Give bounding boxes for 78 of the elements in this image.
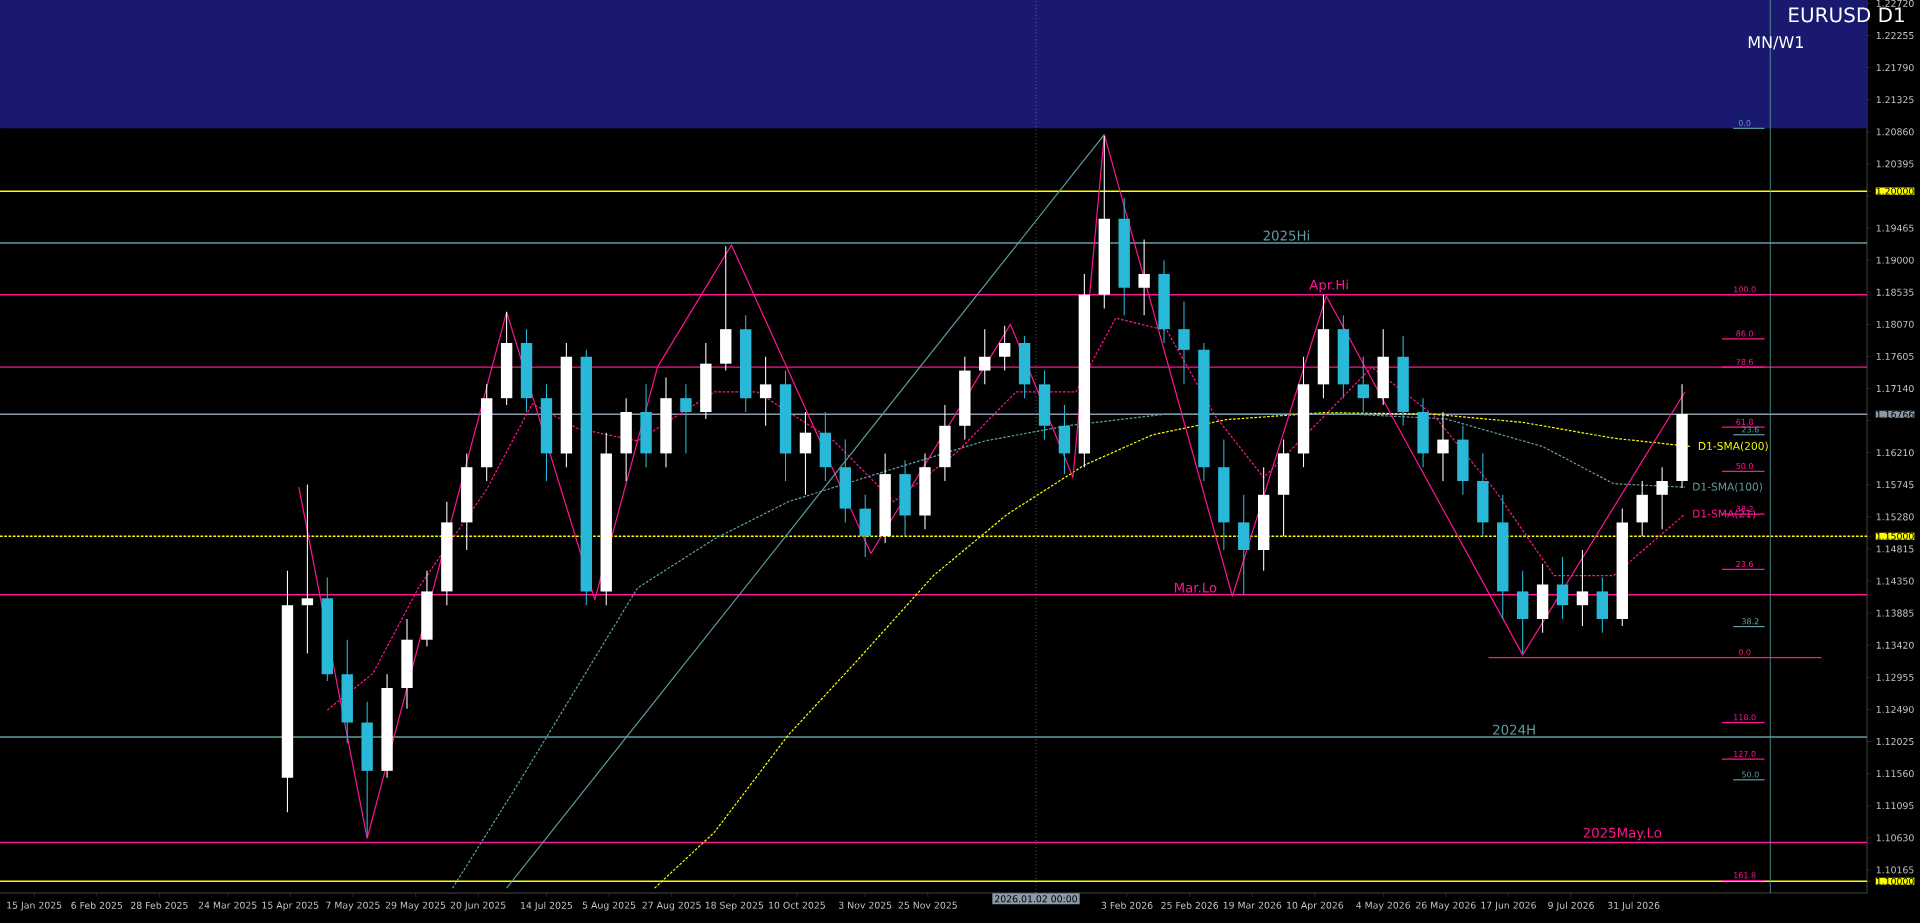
annotation: 0.0 bbox=[1738, 649, 1751, 656]
x-tick-label: 6 Feb 2025 bbox=[71, 901, 123, 909]
y-tick-label: 1.14350 bbox=[1876, 577, 1914, 585]
y-tick-label: 1.16766 bbox=[1876, 410, 1914, 418]
x-tick-label: 25 Nov 2025 bbox=[898, 901, 957, 909]
y-tick-label: 1.14815 bbox=[1876, 545, 1914, 553]
y-tick-label: 1.22720 bbox=[1876, 0, 1914, 7]
annotation: 38.2 bbox=[1742, 618, 1759, 625]
y-tick-label: 1.13420 bbox=[1876, 641, 1914, 649]
x-tick-label: 26 May 2026 bbox=[1416, 901, 1476, 911]
y-tick-label: 1.10165 bbox=[1876, 866, 1914, 874]
annotation: 0.0 bbox=[1738, 120, 1751, 127]
y-tick-label: 1.21790 bbox=[1876, 64, 1914, 72]
chart-title: EURUSD D1 bbox=[1789, 7, 1904, 23]
x-tick-label: 14 Jul 2025 bbox=[521, 901, 573, 911]
annotation: 78.6 bbox=[1736, 358, 1754, 365]
y-tick-label: 1.15745 bbox=[1876, 481, 1914, 489]
y-tick-label: 1.18070 bbox=[1876, 320, 1914, 328]
annotation: 127.0 bbox=[1734, 750, 1756, 757]
y-tick-label: 1.12490 bbox=[1876, 705, 1914, 713]
annotation: 50.0 bbox=[1742, 771, 1759, 778]
x-tick-label: 3 Feb 2026 bbox=[1101, 901, 1153, 909]
y-tick-label: 1.16210 bbox=[1876, 449, 1914, 457]
x-tick-label: 17 Jun 2026 bbox=[1481, 901, 1536, 911]
x-tick-label: 4 May 2026 bbox=[1356, 901, 1411, 911]
y-tick-label: 1.15280 bbox=[1876, 513, 1914, 521]
series-label: D1-SMA(100) bbox=[1693, 482, 1763, 492]
y-tick-label: 1.10000 bbox=[1876, 877, 1914, 885]
text: MN/W1 bbox=[1748, 36, 1803, 50]
annotation: 61.8 bbox=[1736, 418, 1754, 425]
y-tick-label: 1.19000 bbox=[1876, 256, 1914, 264]
y-tick-label: 1.11095 bbox=[1876, 802, 1914, 810]
x-tick-label: 10 Apr 2026 bbox=[1287, 901, 1344, 911]
y-tick-label: 1.17140 bbox=[1876, 384, 1914, 393]
annotation: 23.6 bbox=[1742, 426, 1759, 433]
y-tick-label: 1.12955 bbox=[1876, 673, 1914, 681]
y-tick-label: 1.20860 bbox=[1876, 128, 1914, 136]
annotation: 2025Hi bbox=[1263, 230, 1309, 241]
y-tick-label: 1.19465 bbox=[1876, 224, 1914, 232]
y-tick-label: 1.20395 bbox=[1876, 160, 1914, 168]
y-tick-label: 1.12025 bbox=[1876, 737, 1914, 746]
x-tick-label: 25 Feb 2026 bbox=[1161, 901, 1219, 909]
x-tick-label: 31 Jul 2026 bbox=[1607, 901, 1660, 911]
x-tick-label: 10 Oct 2025 bbox=[769, 901, 825, 909]
annotation: 118.0 bbox=[1734, 714, 1756, 721]
x-tick-label: 7 May 2025 bbox=[326, 901, 380, 911]
x-tick-label: 9 Jul 2026 bbox=[1548, 901, 1594, 911]
x-tick-label: 27 Aug 2025 bbox=[642, 901, 701, 911]
x-tick-label: 15 Apr 2025 bbox=[262, 901, 319, 911]
y-tick-label: 1.20000 bbox=[1876, 187, 1914, 195]
x-tick-label: 20 Jun 2025 bbox=[450, 901, 506, 911]
y-tick-label: 1.15000 bbox=[1876, 532, 1914, 540]
series-label: D1-SMA(200) bbox=[1698, 441, 1768, 452]
annotation: 23.6 bbox=[1736, 561, 1754, 568]
annotation: 2024H bbox=[1493, 724, 1535, 735]
y-tick-label: 1.11560 bbox=[1876, 770, 1914, 778]
y-tick-label: 1.22255 bbox=[1876, 32, 1914, 40]
x-tick-label: 24 Mar 2025 bbox=[198, 901, 257, 909]
y-tick-label: 1.13885 bbox=[1876, 609, 1914, 617]
y-tick-label: 1.18535 bbox=[1876, 288, 1914, 296]
annotation: Mar.Lo bbox=[1174, 582, 1217, 593]
annotation: 50.0 bbox=[1736, 463, 1754, 470]
x-tick-label: 3 Nov 2025 bbox=[839, 901, 892, 909]
annotation: 86.0 bbox=[1736, 330, 1754, 337]
ref-line-label: 2026.01.02 00:00 bbox=[995, 895, 1077, 903]
x-tick-label: 19 Mar 2026 bbox=[1223, 901, 1282, 909]
annotation: 161.8 bbox=[1734, 872, 1756, 879]
annotation: Apr.Hi bbox=[1309, 279, 1348, 293]
x-tick-label: 28 Feb 2025 bbox=[131, 901, 188, 909]
y-tick-label: 1.21325 bbox=[1876, 96, 1914, 104]
x-tick-label: 5 Aug 2025 bbox=[582, 901, 636, 911]
x-tick-label: 18 Sep 2025 bbox=[705, 901, 764, 911]
annotation: 100.0 bbox=[1734, 286, 1756, 293]
y-tick-label: 1.17605 bbox=[1876, 352, 1914, 360]
y-tick-label: 1.10630 bbox=[1876, 834, 1914, 842]
x-tick-label: 29 May 2025 bbox=[385, 901, 446, 911]
x-tick-label: 15 Jan 2025 bbox=[7, 901, 62, 911]
annotation: 2025May.Lo bbox=[1583, 827, 1662, 841]
